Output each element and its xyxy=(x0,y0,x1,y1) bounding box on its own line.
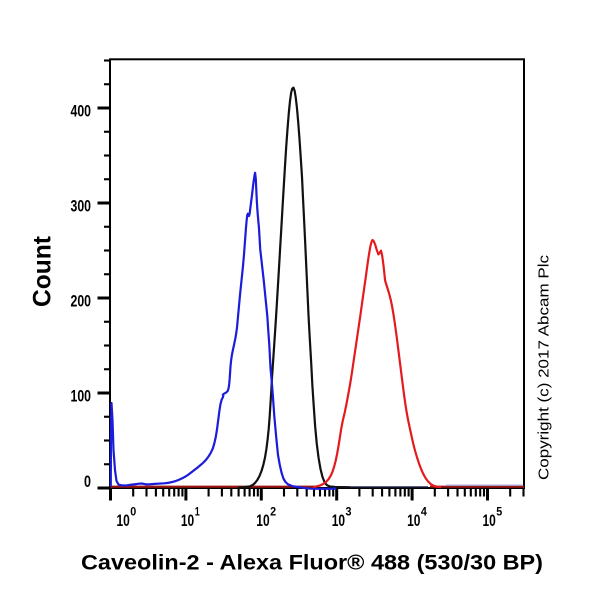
svg-text:0: 0 xyxy=(130,505,136,519)
svg-text:10: 10 xyxy=(117,512,130,530)
svg-text:10: 10 xyxy=(483,512,496,530)
svg-text:10: 10 xyxy=(407,512,420,530)
svg-text:1: 1 xyxy=(195,505,200,519)
svg-text:Caveolin-2 - Alexa Fluor® 488: Caveolin-2 - Alexa Fluor® 488 (530/30 BP… xyxy=(81,552,543,575)
svg-text:2: 2 xyxy=(270,505,276,519)
svg-text:400: 400 xyxy=(71,102,92,120)
svg-text:4: 4 xyxy=(421,505,427,519)
svg-text:200: 200 xyxy=(71,292,92,310)
svg-text:10: 10 xyxy=(181,512,194,530)
svg-text:300: 300 xyxy=(71,197,92,215)
svg-text:0: 0 xyxy=(84,473,91,491)
svg-text:5: 5 xyxy=(496,505,502,519)
svg-text:Count: Count xyxy=(29,235,57,307)
svg-text:3: 3 xyxy=(346,505,352,519)
svg-text:Copyright (c) 2017 Abcam Plc: Copyright (c) 2017 Abcam Plc xyxy=(536,254,553,480)
svg-text:10: 10 xyxy=(256,512,269,530)
svg-text:10: 10 xyxy=(332,512,345,530)
svg-text:100: 100 xyxy=(71,387,92,405)
